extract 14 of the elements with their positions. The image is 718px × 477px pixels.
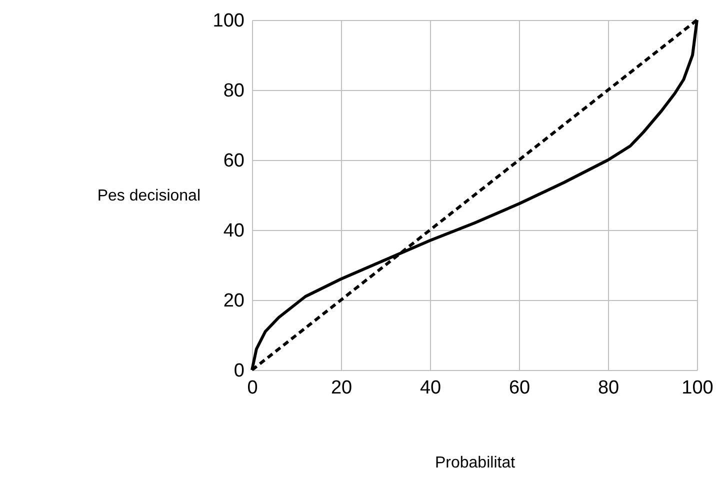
x-axis-title: Probabilitat	[434, 454, 516, 472]
y-tick-label: 80	[223, 80, 244, 102]
x-tick-label: 0	[247, 378, 258, 398]
y-axis-title: Pes decisional	[97, 188, 200, 204]
y-tick-label: 40	[223, 220, 244, 242]
x-tick-label: 60	[508, 378, 530, 398]
x-tick-label: 20	[330, 378, 352, 398]
x-tick-label: 80	[598, 378, 620, 398]
y-tick-label: 0	[234, 360, 244, 382]
x-tick-label: 100	[682, 378, 714, 398]
x-tick-label: 40	[420, 378, 442, 398]
y-tick-label: 60	[223, 150, 244, 172]
y-tick-label: 20	[223, 290, 244, 312]
y-tick-label: 100	[212, 10, 244, 32]
